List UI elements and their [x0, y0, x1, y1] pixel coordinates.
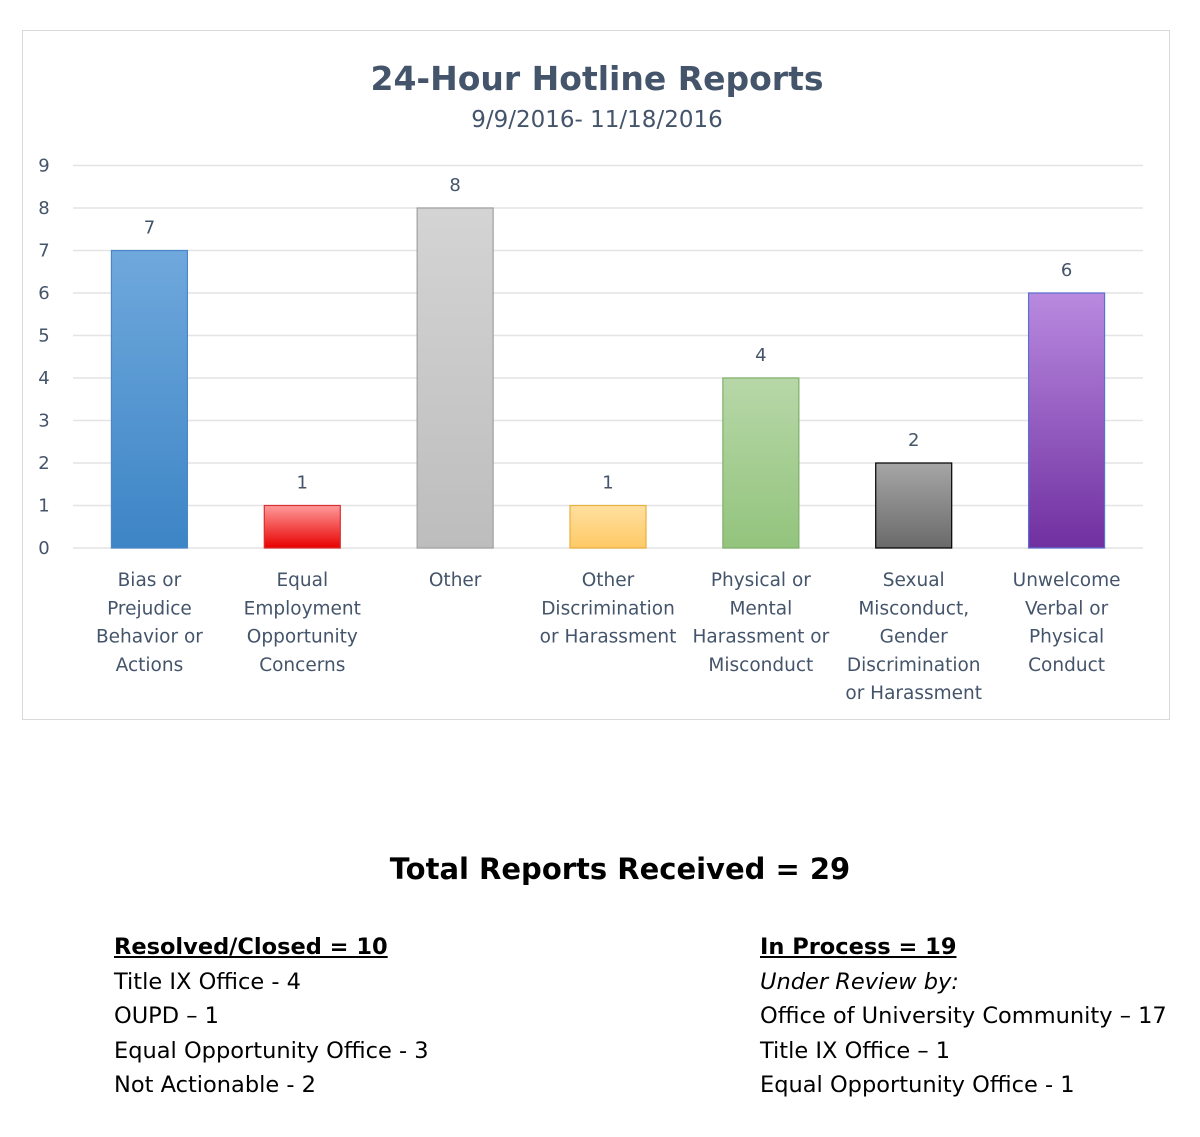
category-label: Unwelcome Verbal or Physical Conduct	[1013, 570, 1121, 676]
bars	[110, 207, 1106, 549]
in-process-item: Equal Opportunity Office - 1	[760, 1072, 1075, 1098]
category-label: Physical or Mental Harassment or Misconduct	[693, 570, 830, 676]
y-tick-label: 5	[38, 326, 49, 347]
category-label: Bias or Prejudice Behavior or Actions	[96, 570, 203, 676]
y-tick-label: 9	[38, 156, 49, 177]
bar	[875, 462, 953, 549]
bar	[416, 207, 494, 549]
bar	[569, 504, 647, 549]
category-label: Equal Employment Opportunity Concerns	[244, 570, 361, 676]
bar	[722, 377, 800, 549]
bar	[263, 504, 341, 549]
y-tick-label: 7	[38, 241, 49, 262]
in-process-item: Office of University Community – 17	[760, 1003, 1167, 1029]
resolved-summary: Resolved/Closed = 10 Title IX Office - 4…	[114, 930, 429, 1103]
in-process-heading: In Process = 19	[760, 934, 957, 960]
chart-title: 24-Hour Hotline Reports	[371, 59, 824, 98]
bar	[110, 249, 189, 549]
chart-frame: 24-Hour Hotline Reports 9/9/2016- 11/18/…	[22, 30, 1170, 720]
y-tick-label: 0	[38, 538, 49, 559]
in-process-summary: In Process = 19 Under Review by: Office …	[760, 930, 1167, 1103]
data-label: 8	[449, 175, 460, 196]
resolved-item: Title IX Office - 4	[114, 968, 301, 995]
data-label: 1	[297, 473, 308, 494]
category-label: Other Discrimination or Harassment	[540, 570, 677, 648]
y-tick-label: 4	[38, 368, 49, 389]
under-review-label: Under Review by:	[760, 968, 959, 995]
data-label: 4	[755, 345, 766, 366]
resolved-item: Equal Opportunity Office - 3	[114, 1037, 429, 1064]
data-label: 1	[602, 473, 613, 494]
chart-subtitle: 9/9/2016- 11/18/2016	[471, 107, 722, 133]
bar	[1027, 292, 1106, 549]
in-process-item: Title IX Office – 1	[760, 1037, 951, 1064]
category-label: Sexual Misconduct, Gender Discrimination or …	[845, 570, 982, 704]
data-label: 6	[1061, 260, 1072, 281]
data-label: 2	[908, 430, 919, 451]
y-tick-label: 3	[38, 411, 49, 432]
y-tick-label: 2	[38, 453, 49, 474]
y-tick-label: 8	[38, 198, 49, 219]
resolved-item: Not Actionable - 2	[114, 1072, 316, 1098]
y-tick-label: 1	[38, 496, 49, 517]
resolved-heading: Resolved/Closed = 10	[114, 934, 388, 960]
bar-chart: 24-Hour Hotline Reports 9/9/2016- 11/18/…	[38, 59, 1143, 704]
total-reports: Total Reports Received = 29	[389, 852, 851, 886]
category-labels: Bias or Prejudice Behavior or Actions Equal E…	[96, 570, 1121, 704]
resolved-item: OUPD – 1	[114, 1003, 219, 1029]
category-label: Other	[429, 570, 482, 591]
y-axis-ticks: 0 1 2 3 4 5 6 7 8 9	[38, 156, 49, 560]
data-label: 7	[144, 218, 155, 239]
y-tick-label: 6	[38, 283, 49, 304]
data-labels: 7 1 8 1 4 2 6	[144, 175, 1073, 494]
gridlines	[73, 164, 1143, 549]
